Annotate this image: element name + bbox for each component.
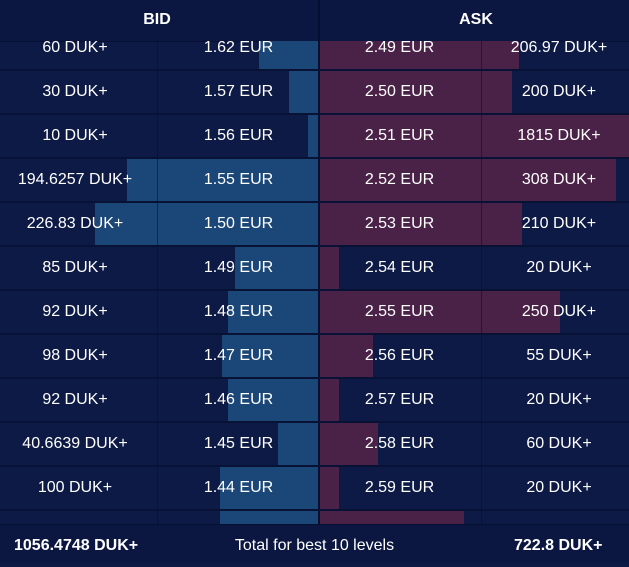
bid-depth-bar [127,159,318,201]
bid-price: 1.57 EUR [203,83,274,100]
bid-quantity: 98 DUK+ [42,347,108,364]
bid-quantity: 92 DUK+ [42,303,108,320]
ask-quantity: 20 DUK+ [526,391,592,408]
bid-column-separator [157,41,158,524]
ask-depth-bar [320,71,512,113]
ask-depth-bar [320,335,373,377]
bid-depth-bar [228,379,318,421]
ask-depth-bar [320,291,560,333]
center-divider [318,41,320,524]
bid-depth-bar [259,41,318,69]
ask-price: 2.50 EUR [364,83,435,100]
ask-depth-bar [320,511,464,524]
ask-depth-bar [320,247,339,289]
bid-quantity: 10 DUK+ [42,127,108,144]
order-book-rows: 60 DUK+ 1.62 EUR 2.49 EUR 206.97 DUK+ 30 DUK… [0,41,629,524]
ask-quantity: 308 DUK+ [521,171,597,188]
ask-quantity: 250 DUK+ [521,303,597,320]
bid-price [160,511,317,524]
ask-price: 2.51 EUR [364,127,435,144]
bid-depth-bar [289,71,318,113]
header-divider [318,0,320,41]
order-book-row[interactable]: 98 DUK+ 1.47 EUR 2.56 EUR 55 DUK+ [0,335,629,379]
bid-quantity: 30 DUK+ [42,83,108,100]
bid-price: 1.44 EUR [203,479,274,496]
ask-depth-bar [320,379,339,421]
order-book-row[interactable]: 194.6257 DUK+ 1.55 EUR 2.52 EUR 308 DUK+ [0,159,629,203]
ask-price: 2.58 EUR [364,435,435,452]
ask-price: 2.55 EUR [364,303,435,320]
bid-price: 1.46 EUR [203,391,274,408]
order-book-row[interactable]: 10 DUK+ 1.56 EUR 2.51 EUR 1815 DUK+ [0,115,629,159]
bid-depth-bar [278,423,318,465]
ask-quantity [484,511,629,524]
ask-price: 2.52 EUR [364,171,435,188]
ask-depth-bar [320,41,519,69]
bid-depth-bar [222,335,318,377]
ask-depth-bar [320,115,629,157]
ask-quantity: 60 DUK+ [526,435,592,452]
bid-price: 1.62 EUR [203,41,274,56]
bid-depth-bar [95,203,318,245]
bid-quantity [0,511,150,524]
ask-price: 2.49 EUR [364,41,435,56]
ask-quantity: 55 DUK+ [526,347,592,364]
ask-column-title: ASK [459,11,493,28]
ask-column-separator [481,41,482,524]
ask-quantity: 20 DUK+ [526,479,592,496]
ask-depth-bar [320,467,339,509]
ask-price: 2.54 EUR [364,259,435,276]
bid-price: 1.55 EUR [203,171,274,188]
bid-quantity: 85 DUK+ [42,259,108,276]
ask-price: 2.53 EUR [364,215,435,232]
bid-depth-bar [220,467,318,509]
bid-quantity: 40.6639 DUK+ [22,435,128,452]
ask-quantity: 200 DUK+ [521,83,597,100]
ask-quantity: 20 DUK+ [526,259,592,276]
bid-depth-bar [220,511,318,524]
ask-depth-bar [320,423,378,465]
ask-quantity: 210 DUK+ [521,215,597,232]
bid-quantity: 226.83 DUK+ [26,215,124,232]
order-book-row[interactable]: 60 DUK+ 1.62 EUR 2.49 EUR 206.97 DUK+ [0,41,629,71]
ask-quantity: 1815 DUK+ [517,127,601,144]
bid-price: 1.48 EUR [203,303,274,320]
bid-depth-bar [235,247,318,289]
order-book-row[interactable] [0,511,629,524]
bid-column-title: BID [143,11,171,28]
total-ask-quantity: 722.8 DUK+ [514,537,603,554]
bid-price: 1.45 EUR [203,435,274,452]
total-label: Total for best 10 levels [234,537,395,554]
order-book-row[interactable]: 30 DUK+ 1.57 EUR 2.50 EUR 200 DUK+ [0,71,629,115]
bid-quantity: 100 DUK+ [37,479,113,496]
order-book-row[interactable]: 92 DUK+ 1.46 EUR 2.57 EUR 20 DUK+ [0,379,629,423]
bid-price: 1.47 EUR [203,347,274,364]
order-book-header: BID ASK [0,0,629,42]
bid-quantity: 194.6257 DUK+ [17,171,133,188]
bid-quantity: 60 DUK+ [42,41,108,56]
ask-quantity: 206.97 DUK+ [510,41,608,56]
ask-price: 2.57 EUR [364,391,435,408]
total-bid-quantity: 1056.4748 DUK+ [14,537,139,554]
order-book-footer: Total for best 10 levels 1056.4748 DUK+ … [0,524,629,563]
bid-price: 1.49 EUR [203,259,274,276]
ask-price: 2.59 EUR [364,479,435,496]
ask-price: 2.56 EUR [364,347,435,364]
ask-price [321,511,478,524]
order-book-row[interactable]: 92 DUK+ 1.48 EUR 2.55 EUR 250 DUK+ [0,291,629,335]
bid-quantity: 92 DUK+ [42,391,108,408]
order-book-row[interactable]: 40.6639 DUK+ 1.45 EUR 2.58 EUR 60 DUK+ [0,423,629,467]
bid-depth-bar [228,291,318,333]
bid-depth-bar [308,115,318,157]
ask-depth-bar [320,203,522,245]
order-book-row[interactable]: 226.83 DUK+ 1.50 EUR 2.53 EUR 210 DUK+ [0,203,629,247]
bid-price: 1.50 EUR [203,215,274,232]
order-book-row[interactable]: 100 DUK+ 1.44 EUR 2.59 EUR 20 DUK+ [0,467,629,511]
order-book-row[interactable]: 85 DUK+ 1.49 EUR 2.54 EUR 20 DUK+ [0,247,629,291]
ask-depth-bar [320,159,616,201]
bid-price: 1.56 EUR [203,127,274,144]
